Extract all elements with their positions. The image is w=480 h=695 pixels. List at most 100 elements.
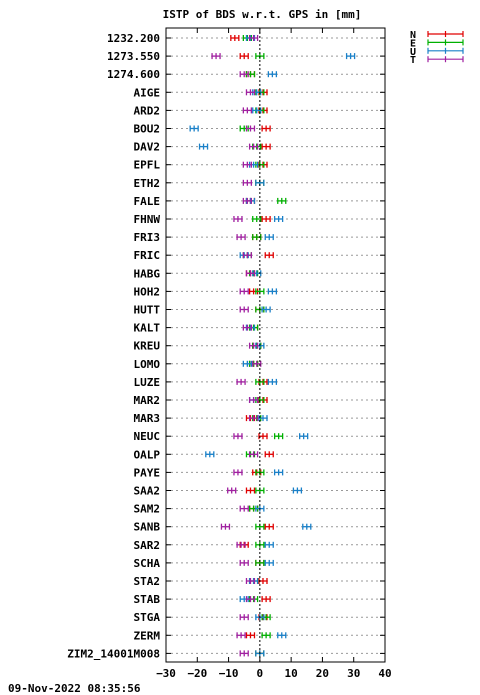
data-point	[239, 71, 249, 78]
data-point	[245, 632, 256, 639]
station-label: HOH2	[134, 285, 161, 298]
data-point	[242, 179, 252, 186]
series-T	[211, 35, 262, 657]
legend-item-N: N	[410, 30, 464, 41]
data-point	[277, 197, 287, 204]
x-tick-label: 40	[378, 667, 391, 680]
data-point	[236, 541, 246, 548]
timestamp: 09-Nov-2022 08:35:56	[8, 682, 141, 695]
data-point	[264, 541, 274, 548]
station-label: SAA2	[134, 485, 161, 498]
data-point	[261, 125, 271, 132]
data-point	[242, 360, 252, 367]
data-point	[198, 143, 209, 150]
data-point	[239, 53, 249, 60]
x-tick-label: 0	[257, 667, 264, 680]
station-label: EPFL	[134, 159, 161, 172]
plot-frame	[165, 27, 386, 663]
data-point	[211, 53, 221, 60]
station-label: DAV2	[134, 141, 161, 154]
data-point	[230, 35, 240, 41]
data-point	[245, 270, 256, 277]
station-label: ARD2	[134, 104, 161, 117]
data-point	[261, 143, 271, 150]
data-point	[273, 433, 284, 440]
x-axis: −30 −20 −10 0 10 20 30 40	[156, 28, 392, 680]
data-point	[233, 216, 243, 222]
station-label: STAB	[134, 593, 161, 606]
station-label: FRIC	[134, 249, 161, 262]
x-tick-label: 10	[285, 667, 298, 680]
data-point	[239, 505, 249, 512]
legend-item-T: T	[410, 55, 464, 66]
station-label: HABG	[134, 267, 161, 280]
station-label: 1274.600	[107, 68, 160, 81]
data-point	[220, 523, 231, 530]
station-label: SAR2	[134, 539, 161, 552]
station-label: 1232.200	[107, 32, 160, 45]
x-tick-label: −30	[156, 667, 176, 680]
data-point	[248, 397, 259, 403]
station-label: MAR2	[134, 394, 161, 407]
data-point	[264, 252, 274, 259]
station-label: ZERM	[134, 629, 161, 642]
data-point	[345, 53, 356, 60]
station-label: KREU	[134, 340, 161, 353]
grid-layer	[166, 37, 385, 654]
chart-title: ISTP of BDS w.r.t. GPS in [mm]	[163, 8, 362, 21]
data-point	[242, 107, 252, 114]
data-point	[239, 614, 249, 621]
station-labels: 1232.200 1273.550 1274.600 AIGE ARD2 BOU2 DAV2…	[67, 32, 160, 660]
station-label: PAYE	[134, 466, 161, 479]
station-label: STA2	[134, 575, 161, 588]
data-point	[236, 378, 246, 385]
data-point	[255, 650, 265, 657]
data-point	[248, 451, 259, 458]
data-point	[261, 632, 271, 639]
data-point	[252, 107, 262, 114]
data-point	[273, 216, 284, 222]
x-tick-label: −20	[187, 667, 207, 680]
data-point	[248, 35, 259, 41]
data-point	[252, 216, 262, 222]
station-label: OALP	[134, 448, 161, 461]
data-point	[261, 596, 271, 603]
data-point	[233, 469, 243, 476]
data-point	[245, 487, 256, 494]
legend-item-E: E	[410, 38, 464, 49]
data-point	[245, 578, 256, 584]
data-point	[248, 342, 259, 349]
data-point	[236, 234, 246, 241]
data-point	[292, 487, 303, 494]
data-point	[252, 360, 262, 367]
data-point	[258, 415, 268, 422]
data-point	[248, 143, 259, 150]
data-point	[205, 451, 215, 458]
legend-label: U	[410, 47, 416, 58]
data-point	[261, 306, 271, 313]
data-point	[242, 252, 252, 259]
x-tick-label: 30	[347, 667, 360, 680]
station-label: HUTT	[134, 304, 161, 317]
data-point	[302, 523, 312, 530]
data-point	[264, 523, 274, 530]
station-label: BOU2	[134, 123, 161, 136]
x-tick-label: 20	[316, 667, 329, 680]
data-point	[239, 306, 249, 313]
station-label: NEUC	[134, 430, 161, 443]
station-label: LOMO	[134, 358, 161, 371]
data-point	[239, 650, 249, 657]
station-label: AIGE	[134, 86, 161, 99]
data-point	[236, 632, 246, 639]
data-point	[299, 433, 309, 440]
data-point	[227, 487, 237, 494]
data-point	[273, 469, 284, 476]
data-point	[242, 324, 252, 331]
data-point	[245, 89, 256, 96]
station-label: 1273.550	[107, 50, 160, 63]
data-point	[277, 632, 287, 639]
station-label: KALT	[134, 322, 161, 335]
data-point	[233, 433, 243, 440]
